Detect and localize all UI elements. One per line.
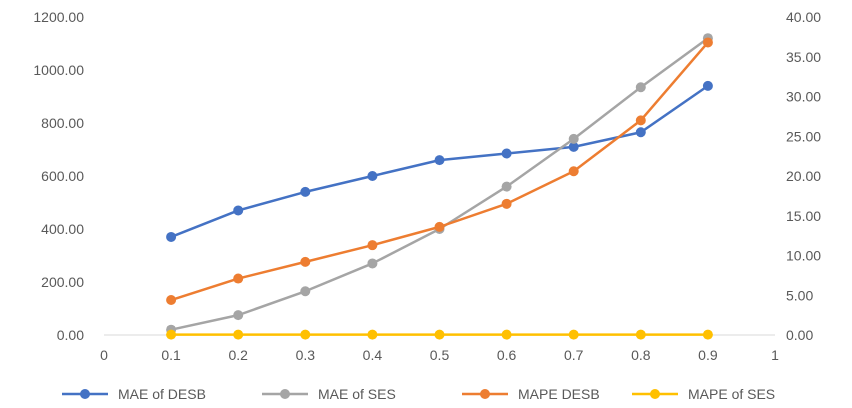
y-right-tick-label: 15.00 xyxy=(786,208,821,224)
data-point xyxy=(367,240,378,251)
data-point xyxy=(300,256,311,267)
y-left-tick-label: 0.00 xyxy=(57,327,84,343)
series-line-2 xyxy=(170,41,709,302)
y-right-tick-label: 5.00 xyxy=(786,287,813,303)
data-point xyxy=(166,329,177,340)
data-point xyxy=(233,310,244,321)
data-point xyxy=(434,155,445,166)
y-left-tick-label: 400.00 xyxy=(41,221,84,237)
legend-swatch-marker xyxy=(280,389,290,399)
legend-label: MAE of DESB xyxy=(118,386,206,402)
legend: MAE of DESB MAE of SES MAPE DESB MAPE of SE… xyxy=(62,386,775,402)
legend-label: MAPE of SES xyxy=(688,386,775,402)
data-point xyxy=(568,166,579,177)
x-tick-label: 0.9 xyxy=(698,347,718,363)
data-point xyxy=(166,231,177,242)
y-left-tick-label: 1200.00 xyxy=(33,9,84,25)
legend-swatch-marker xyxy=(80,389,90,399)
data-point xyxy=(367,171,378,181)
legend-label: MAPE DESB xyxy=(518,386,600,402)
x-tick-label: 0.3 xyxy=(296,347,316,363)
data-point xyxy=(501,181,512,192)
data-point xyxy=(635,115,646,126)
data-point xyxy=(233,273,244,284)
y-right-tick-label: 40.00 xyxy=(786,9,821,25)
data-point xyxy=(702,80,713,91)
x-tick-label: 0 xyxy=(100,347,108,363)
data-point xyxy=(501,329,512,340)
x-tick-label: 0.8 xyxy=(631,347,651,363)
data-point xyxy=(300,286,311,297)
y-left-tick-label: 800.00 xyxy=(41,115,84,131)
y-left-tick-label: 200.00 xyxy=(41,274,84,290)
legend-label: MAE of SES xyxy=(318,386,396,402)
data-point xyxy=(367,258,378,269)
legend-swatch-marker xyxy=(480,389,490,399)
data-point xyxy=(635,82,646,93)
x-tick-label: 0.7 xyxy=(564,347,584,363)
data-point xyxy=(568,133,579,144)
data-point xyxy=(434,221,445,232)
series-line-1 xyxy=(170,37,709,331)
y-right-tick-label: 35.00 xyxy=(786,49,821,65)
y-right-tick-label: 0.00 xyxy=(786,327,813,343)
y-right-tick-label: 25.00 xyxy=(786,128,821,144)
data-point xyxy=(568,141,579,152)
data-point xyxy=(434,329,445,340)
axes: 0 0.1 0.2 0.3 0.4 0.5 0.6 0.7 0.8 0.9 10.00200.004… xyxy=(33,9,821,363)
data-point xyxy=(367,329,378,340)
series-group xyxy=(166,33,713,340)
data-point xyxy=(702,37,713,48)
data-point xyxy=(635,329,646,340)
data-point xyxy=(568,329,579,340)
x-tick-label: 0.4 xyxy=(363,347,383,363)
x-tick-label: 0.2 xyxy=(228,347,248,363)
data-point xyxy=(300,329,311,340)
data-point xyxy=(501,198,512,209)
x-tick-label: 0.6 xyxy=(497,347,517,363)
y-right-tick-label: 10.00 xyxy=(786,248,821,264)
legend-swatch-marker xyxy=(650,389,660,399)
data-point xyxy=(300,186,311,197)
x-tick-label: 0.1 xyxy=(161,347,181,363)
data-point xyxy=(166,295,177,306)
data-point xyxy=(702,329,713,340)
y-right-tick-label: 30.00 xyxy=(786,89,821,105)
x-tick-label: 1 xyxy=(771,347,779,363)
data-point xyxy=(501,148,512,159)
y-right-tick-label: 20.00 xyxy=(786,168,821,184)
y-left-tick-label: 600.00 xyxy=(41,168,84,184)
data-point xyxy=(635,127,646,138)
data-point xyxy=(233,205,244,216)
x-tick-label: 0.5 xyxy=(430,347,450,363)
data-point xyxy=(233,329,244,340)
y-left-tick-label: 1000.00 xyxy=(33,62,84,78)
